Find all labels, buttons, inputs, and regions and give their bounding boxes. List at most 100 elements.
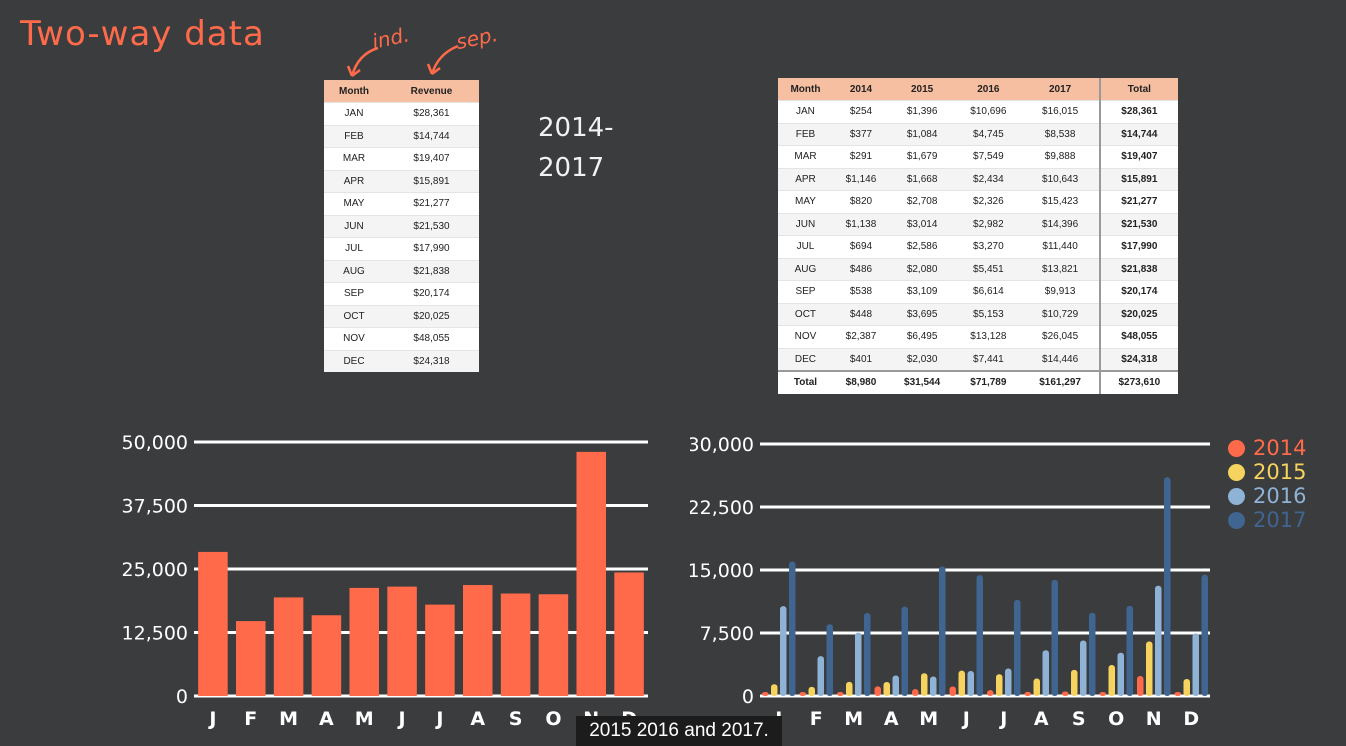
x-tick-label: J [961,708,970,730]
bar-2015 [771,684,778,696]
x-tick-label: S [509,708,523,730]
table-cell: $1,084 [889,122,956,146]
x-tick-label: A [470,708,485,730]
table-cell: $20,025 [1098,302,1178,326]
table-cell: $28,361 [384,102,479,125]
table-cell: $273,610 [1098,370,1178,394]
x-tick-label: O [545,708,561,730]
table-row: APR $15,891 [324,169,479,193]
table-cell: $1,679 [889,145,956,168]
table-cell: $17,990 [1098,235,1178,258]
bar-2015 [1183,678,1190,696]
bar-2016 [855,632,862,696]
y-tick-label: 15,000 [690,560,754,582]
bar-2015 [921,673,928,696]
table-cell: FEB [778,122,833,146]
table-row: JAN $254 $1,396 $10,696 $16,015 $28,361 [778,100,1178,123]
bar-2016 [1042,650,1049,696]
legend-dot [1228,439,1245,457]
table-header: Total [1098,78,1178,101]
table-cell: $14,446 [1021,347,1100,371]
table-cell: $15,891 [1098,167,1178,191]
table-cell: $2,586 [889,235,956,258]
table-cell: $694 [832,235,889,258]
bar-2015 [958,670,965,696]
table-cell: $20,025 [384,304,479,328]
x-tick-label: D [1183,708,1199,730]
bar-2014 [1174,692,1181,696]
table-cell: NOV [324,327,384,350]
table-cell: MAR [324,147,384,170]
table-row: JAN $28,361 [324,102,479,125]
table-row: NOV $48,055 [324,327,479,350]
table-cell: MAY [778,190,833,213]
bar-2015 [1071,669,1078,696]
table-row: MAR $19,407 [324,147,479,170]
bar-2015 [1108,664,1115,696]
bar [614,572,644,696]
table-header: 2017 [1021,78,1100,101]
table-cell: DEC [324,349,384,372]
table-cell: $486 [832,257,889,281]
bar-2015 [1146,641,1153,696]
table-cell: $10,643 [1021,167,1100,191]
table-total-row: Total $8,980 $31,544 $71,789 $161,297 $273,61… [778,370,1178,394]
table-cell: SEP [778,280,833,303]
table-cell: $13,128 [955,325,1022,348]
table-row: DEC $401 $2,030 $7,441 $14,446 $24,318 [778,347,1178,371]
table-row: JUL $694 $2,586 $3,270 $11,440 $17,990 [778,235,1178,258]
table-cell: $71,789 [955,370,1022,394]
table-cell: $3,109 [889,280,956,303]
bar-2015 [808,686,815,696]
table-row: MAY $820 $2,708 $2,326 $15,423 $21,277 [778,190,1178,213]
table-cell: $2,434 [955,167,1022,191]
table-row: FEB $14,744 [324,124,479,148]
bar-2016 [967,670,974,696]
table-cell: $401 [832,347,889,371]
table-cell: $291 [832,145,889,168]
table-cell: $21,530 [384,214,479,238]
table-cell: $15,423 [1021,190,1100,213]
two-way-table: Month 2014 2015 2016 2017 Total JAN $254 $1,396… [778,78,1178,394]
table-cell: $19,407 [384,147,479,170]
legend-item: 2017 [1228,508,1306,532]
bar-2016 [780,606,787,696]
bar-2017 [864,612,871,696]
table-cell: $10,729 [1021,302,1100,326]
table-cell: JUL [324,237,384,260]
bar-2016 [1117,652,1124,696]
legend-item: 2016 [1228,484,1306,508]
x-tick-label: S [1072,708,1086,730]
table-cell: JUN [324,214,384,238]
x-tick-label: M [279,708,298,730]
bar [235,621,266,696]
table-cell: $8,980 [832,370,889,394]
table-cell: $2,030 [889,347,956,371]
bar-2016 [1155,585,1162,696]
x-tick-label: F [244,708,257,730]
table-cell: $6,495 [889,325,956,348]
bar [311,615,342,696]
table-cell: APR [778,167,833,191]
table-cell: $2,387 [832,325,889,348]
table-cell: Total [778,370,833,394]
y-tick-label: 12,500 [122,623,188,645]
bar-2014 [1099,692,1106,696]
table-cell: SEP [324,282,384,305]
bar-2017 [1014,599,1021,696]
y-tick-label: 30,000 [690,434,754,456]
y-tick-label: 22,500 [690,497,754,519]
table-row: JUL $17,990 [324,237,479,260]
table-cell: $538 [832,280,889,303]
annotation-arrows [346,44,459,77]
table-cell: $24,318 [384,349,479,372]
bar-2017 [1089,612,1096,696]
table-row: DEC $24,318 [324,349,479,372]
table-row: JUN $1,138 $3,014 $2,982 $14,396 $21,530 [778,212,1178,236]
table-cell: $31,544 [889,370,956,394]
x-tick-label: J [998,708,1007,730]
bar-2017 [901,606,908,696]
table-row: OCT $20,025 [324,304,479,328]
table-cell: $2,326 [955,190,1022,213]
